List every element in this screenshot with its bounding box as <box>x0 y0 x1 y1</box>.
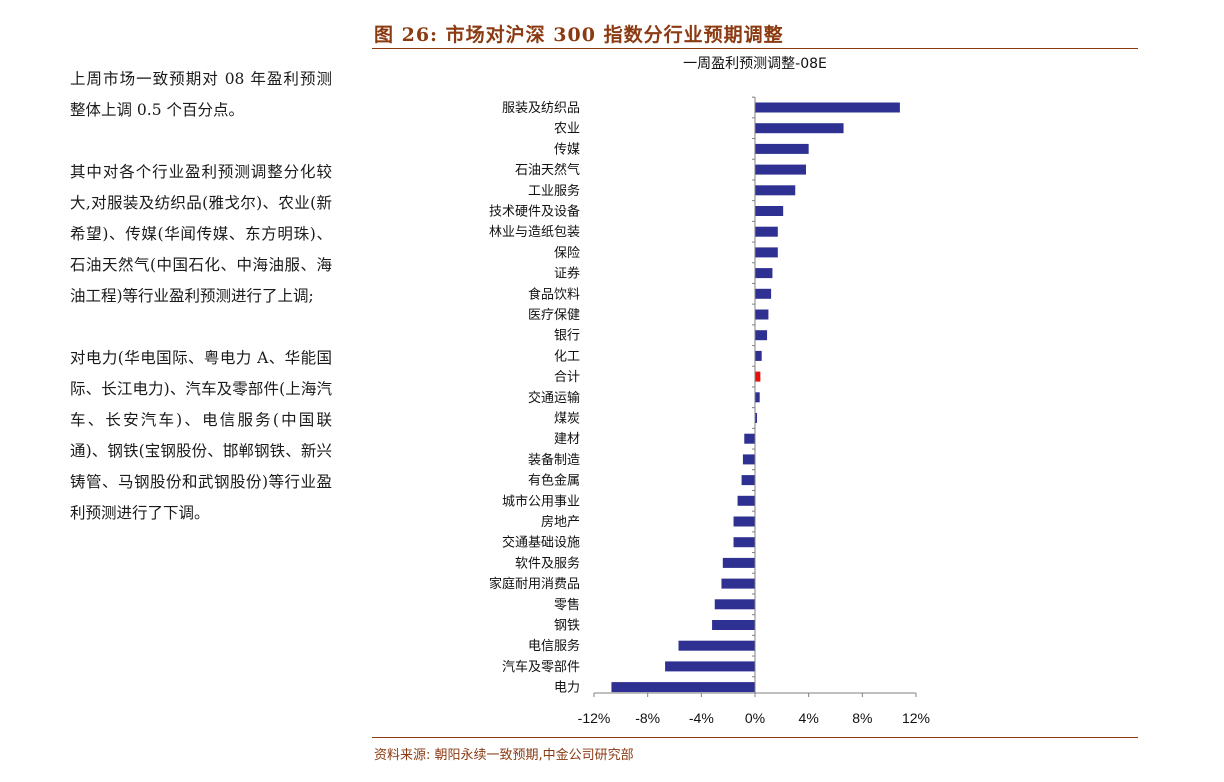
category-label-26: 钢铁 <box>554 619 580 634</box>
category-label-28: 汽车及零部件 <box>502 659 580 675</box>
category-label-22: 交通基础设施 <box>502 535 580 551</box>
category-label-4: 石油天然气 <box>515 162 580 178</box>
category-label-25: 零售 <box>554 597 580 613</box>
category-label-18: 装备制造 <box>528 452 580 468</box>
category-label-27: 电信服务 <box>528 638 580 654</box>
category-label-16: 煤炭 <box>554 412 580 427</box>
bar-8 <box>755 247 778 258</box>
category-label-11: 医疗保健 <box>528 308 580 323</box>
value-tick-label-2: -8% <box>635 710 660 726</box>
bar-19 <box>741 475 755 486</box>
category-label-10: 食品饮料 <box>528 286 580 302</box>
category-label-1: 服装及纺织品 <box>502 101 580 116</box>
bar-15 <box>755 392 760 403</box>
bar-6 <box>755 206 784 216</box>
category-label-7: 林业与造纸包装 <box>489 225 580 240</box>
bar-5 <box>755 185 796 196</box>
bar-10 <box>755 288 772 299</box>
commentary-paragraph-2: 其中对各个行业盈利预测调整分化较大,对服装及纺织品(雅戈尔)、农业(新希望)、传… <box>70 163 332 305</box>
category-label-9: 证券 <box>554 266 580 282</box>
value-tick-label-5: 4% <box>799 710 819 726</box>
bar-17 <box>744 433 755 444</box>
commentary-paragraph-1: 上周市场一致预期对 08 年盈利预测整体上调 0.5 个百分点。 <box>70 70 332 119</box>
commentary: 上周市场一致预期对 08 年盈利预测整体上调 0.5 个百分点。 其中对各个行业… <box>70 64 332 560</box>
category-label-20: 城市公用事业 <box>502 493 580 509</box>
bar-22 <box>733 537 755 548</box>
value-tick-label-6: 8% <box>852 710 872 726</box>
commentary-paragraph-3: 对电力(华电国际、粤电力 A、华能国际、长江电力)、汽车及零部件(上海汽车、长安… <box>70 349 332 522</box>
category-label-3: 传媒 <box>554 142 580 157</box>
bar-18 <box>742 454 755 465</box>
bar-7 <box>755 226 778 237</box>
title-divider <box>372 48 1138 49</box>
value-tick-label-3: -4% <box>689 710 714 726</box>
bar-13 <box>755 350 762 361</box>
category-label-6: 技术硬件及设备 <box>489 204 580 220</box>
bar-23 <box>722 557 755 568</box>
chart-title: 一周盈利预测调整-08E <box>683 56 827 72</box>
category-label-13: 化工 <box>554 349 580 364</box>
source-note: 资料来源: 朝阳永续一致预期,中金公司研究部 <box>374 748 634 763</box>
category-label-2: 农业 <box>554 122 580 137</box>
value-tick-label-1: -12% <box>578 710 611 726</box>
category-label-8: 保险 <box>554 246 580 261</box>
category-label-19: 有色金属 <box>528 473 580 489</box>
bar-21 <box>733 516 755 527</box>
category-label-29: 电力 <box>554 681 580 696</box>
bar-25 <box>714 599 755 610</box>
category-label-14: 合计 <box>554 370 580 385</box>
category-label-21: 房地产 <box>541 514 580 530</box>
bar-9 <box>755 268 773 279</box>
bar-29 <box>611 682 755 693</box>
bar-24 <box>721 578 755 589</box>
category-label-12: 银行 <box>554 329 580 344</box>
bar-20 <box>737 495 755 506</box>
bar-1 <box>755 102 900 113</box>
bar-28 <box>665 661 755 672</box>
bar-11 <box>755 309 769 320</box>
category-label-24: 家庭耐用消费品 <box>489 576 580 592</box>
bar-12 <box>755 330 768 341</box>
bar-4 <box>755 164 806 175</box>
bar-3 <box>755 143 809 154</box>
bar-2 <box>755 123 844 134</box>
value-tick-label-4: 0% <box>745 710 765 726</box>
bar-14 <box>755 371 761 382</box>
category-label-23: 软件及服务 <box>515 555 580 571</box>
source-divider <box>372 737 1138 738</box>
category-label-15: 交通运输 <box>528 390 580 406</box>
category-label-17: 建材 <box>554 432 580 447</box>
bar-16 <box>755 413 758 423</box>
category-label-5: 工业服务 <box>528 183 580 199</box>
bar-27 <box>678 640 755 651</box>
value-tick-label-7: 12% <box>902 710 930 726</box>
bar-26 <box>712 620 755 630</box>
figure-title: 图 26: 市场对沪深 300 指数分行业预期调整 <box>374 24 784 46</box>
